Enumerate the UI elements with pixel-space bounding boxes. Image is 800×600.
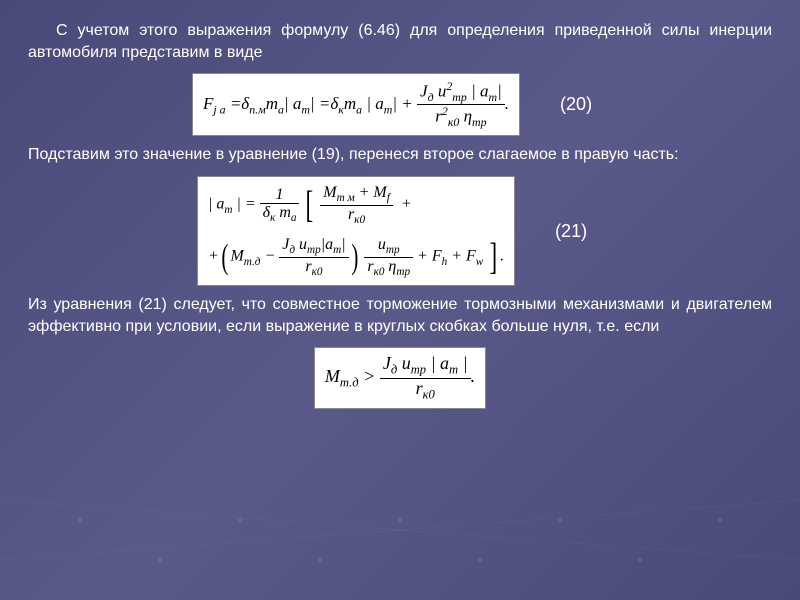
- paragraph-2: Подставим это значение в уравнение (19),…: [28, 144, 772, 166]
- equation-21-row: | aт | = 1δк mа [ Mт м + Mf rк0 + +(Mт.д…: [28, 176, 772, 286]
- paragraph-1: С учетом этого выражения формулу (6.46) …: [28, 20, 772, 63]
- equation-20-row: Fj а =δп.мmа| aт| =δкmа | aт| + Jд u2тр …: [28, 73, 772, 136]
- equation-20-label: (20): [560, 94, 608, 115]
- equation-20: Fj а =δп.мmа| aт| =δкmа | aт| + Jд u2тр …: [192, 73, 520, 136]
- eq20-lhs: F: [203, 94, 213, 113]
- equation-22: Mт.д > Jд uтр | aт | rк0 .: [314, 347, 486, 409]
- equation-21: | aт | = 1δк mа [ Mт м + Mf rк0 + +(Mт.д…: [197, 176, 515, 286]
- equation-22-row: Mт.д > Jд uтр | aт | rк0 .: [28, 347, 772, 409]
- paragraph-3: Из уравнения (21) следует, что совместно…: [28, 294, 772, 337]
- equation-21-label: (21): [555, 221, 603, 242]
